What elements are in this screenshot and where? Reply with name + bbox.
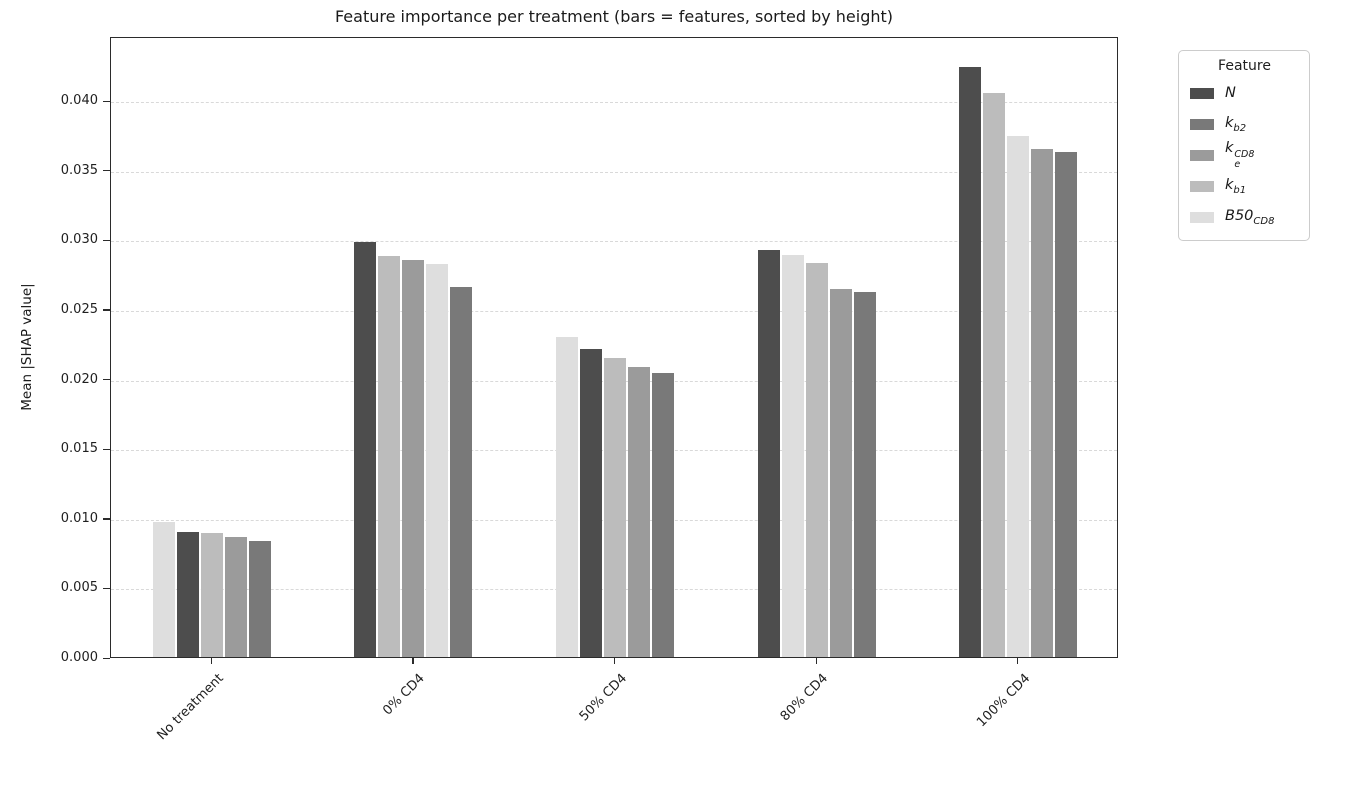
x-tick-mark: [210, 658, 213, 664]
bar-B50_CD8: [426, 264, 449, 657]
bar-k_e_CD8: [628, 367, 650, 657]
chart-title: Feature importance per treatment (bars =…: [334, 7, 894, 26]
y-tick-mark: [103, 518, 110, 520]
bar-k_e_CD8: [224, 537, 247, 657]
bar-B50_CD8: [152, 522, 175, 657]
bar-group: [353, 242, 473, 657]
bar-group: [757, 250, 877, 657]
y-tick-mark: [103, 587, 110, 590]
y-tick-mark: [103, 379, 110, 381]
y-tick-mark: [103, 448, 110, 450]
y-tick-label: 0.015: [60, 441, 98, 457]
bar-k_e_CD8: [829, 289, 852, 657]
gridline: [111, 171, 1117, 173]
y-tick-mark: [103, 239, 110, 242]
bar-k_b2: [450, 287, 473, 657]
bar-k_b1: [604, 358, 626, 657]
y-tick-label: 0.035: [60, 162, 98, 178]
legend-entry: kb1: [1190, 171, 1299, 202]
legend-label: kb2: [1225, 114, 1247, 134]
bar-k_b1: [805, 263, 828, 657]
y-tick-label: 0.040: [60, 93, 98, 109]
x-tick-label: 0% CD4: [380, 671, 429, 719]
bar-group: [555, 337, 675, 657]
bar-N: [959, 67, 982, 657]
x-tick-label: No treatment: [154, 671, 227, 744]
x-tick-label: 50% CD4: [576, 671, 630, 725]
y-tick-label: 0.010: [60, 510, 98, 526]
bar-B50_CD8: [556, 337, 578, 657]
gridline: [111, 310, 1117, 312]
x-tick-label: 100% CD4: [973, 671, 1033, 731]
y-tick-label: 0.000: [60, 650, 98, 665]
bar-N: [580, 349, 602, 657]
legend-swatch: [1190, 212, 1214, 223]
y-tick-label: 0.005: [60, 580, 98, 596]
legend-entry: k CD8 e: [1190, 140, 1299, 171]
legend-label: kb1: [1225, 176, 1247, 196]
x-tick-mark: [614, 658, 616, 664]
y-tick-label: 0.020: [60, 371, 98, 387]
gridline: [111, 102, 1117, 104]
plot-area: [110, 37, 1118, 658]
legend-entry: kb2: [1190, 109, 1299, 140]
legend-swatch: [1190, 181, 1214, 192]
y-tick-mark: [103, 309, 110, 311]
bar-k_b2: [853, 292, 876, 657]
y-tick-mark: [103, 100, 110, 102]
bar-N: [757, 250, 780, 657]
bar-group: [958, 67, 1078, 657]
bar-k_b2: [248, 541, 271, 657]
legend-swatch: [1190, 150, 1214, 161]
bar-group: [152, 522, 272, 657]
bar-k_e_CD8: [402, 260, 425, 657]
y-tick-label: 0.025: [60, 301, 98, 317]
y-tick-mark: [103, 170, 110, 172]
bar-k_b1: [983, 93, 1006, 657]
legend-entry: B50CD8: [1190, 202, 1299, 233]
legend-label: k CD8 e: [1225, 140, 1255, 170]
bar-B50_CD8: [1007, 136, 1030, 657]
x-tick-mark: [412, 658, 414, 664]
legend-label: N: [1225, 85, 1236, 102]
bar-k_e_CD8: [1031, 149, 1054, 657]
x-tick-label: 80% CD4: [777, 671, 832, 725]
bar-N: [176, 532, 199, 657]
gridline: [111, 241, 1117, 243]
bar-k_b1: [200, 533, 223, 657]
legend-entry: N: [1190, 78, 1299, 109]
y-tick-mark: [103, 657, 110, 659]
legend-title: Feature: [1218, 58, 1271, 74]
legend-swatch: [1190, 88, 1214, 99]
bar-N: [354, 242, 377, 657]
bar-k_b1: [378, 256, 401, 657]
x-tick-mark: [815, 658, 817, 664]
bar-k_b2: [1055, 152, 1078, 657]
y-tick-label: 0.030: [60, 232, 98, 248]
legend-swatch: [1190, 119, 1214, 130]
bar-B50_CD8: [781, 255, 804, 657]
bar-k_b2: [652, 373, 674, 657]
legend-label: B50CD8: [1225, 207, 1275, 227]
x-tick-mark: [1017, 658, 1019, 664]
